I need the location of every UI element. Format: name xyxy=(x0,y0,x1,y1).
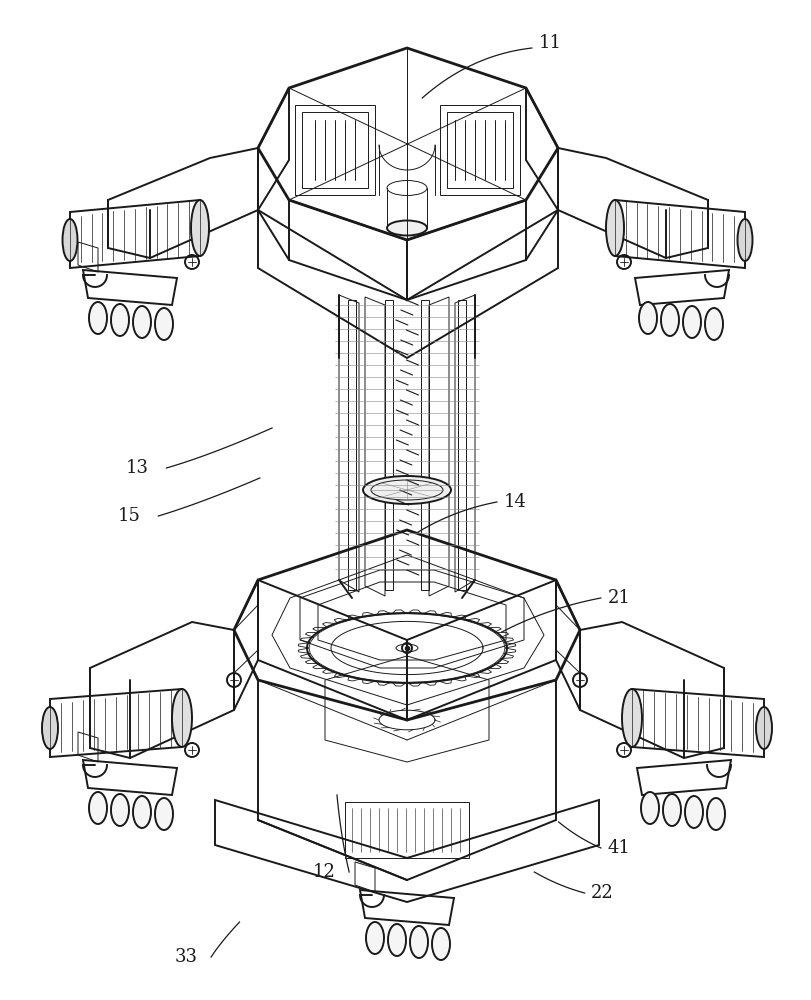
Text: 41: 41 xyxy=(607,839,629,857)
Ellipse shape xyxy=(111,794,129,826)
Text: 11: 11 xyxy=(538,34,560,52)
Ellipse shape xyxy=(363,476,450,504)
Ellipse shape xyxy=(366,922,384,954)
Ellipse shape xyxy=(684,796,702,828)
Ellipse shape xyxy=(155,798,173,830)
Text: 14: 14 xyxy=(503,493,526,511)
Ellipse shape xyxy=(89,792,107,824)
Ellipse shape xyxy=(660,304,678,336)
Ellipse shape xyxy=(89,302,107,334)
Ellipse shape xyxy=(42,707,58,749)
Ellipse shape xyxy=(706,798,724,830)
Ellipse shape xyxy=(62,219,77,261)
Ellipse shape xyxy=(704,308,722,340)
Ellipse shape xyxy=(431,928,449,960)
Ellipse shape xyxy=(638,302,656,334)
Ellipse shape xyxy=(111,304,129,336)
Ellipse shape xyxy=(133,796,151,828)
Ellipse shape xyxy=(621,689,642,747)
Ellipse shape xyxy=(387,221,427,235)
Text: 12: 12 xyxy=(312,863,335,881)
Ellipse shape xyxy=(191,200,208,256)
Ellipse shape xyxy=(410,926,427,958)
Ellipse shape xyxy=(388,924,406,956)
Ellipse shape xyxy=(755,707,771,749)
Ellipse shape xyxy=(133,306,151,338)
Text: 22: 22 xyxy=(590,884,613,902)
Text: 15: 15 xyxy=(118,507,140,525)
Ellipse shape xyxy=(663,794,680,826)
Ellipse shape xyxy=(640,792,659,824)
Text: 21: 21 xyxy=(607,589,629,607)
Ellipse shape xyxy=(682,306,700,338)
Text: 13: 13 xyxy=(126,459,148,477)
Ellipse shape xyxy=(172,689,191,747)
Ellipse shape xyxy=(736,219,752,261)
Ellipse shape xyxy=(155,308,173,340)
Text: 33: 33 xyxy=(174,948,197,966)
Ellipse shape xyxy=(605,200,623,256)
